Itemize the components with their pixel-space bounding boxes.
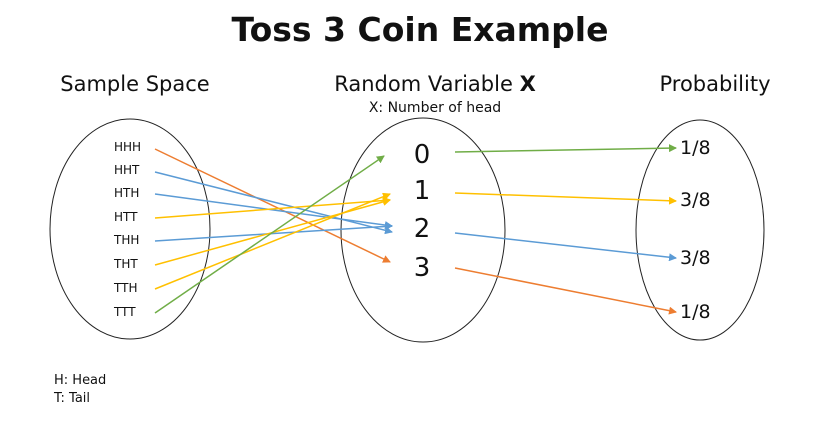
sample-space-ellipse [49, 118, 211, 340]
arrows-group [154, 144, 677, 315]
outcome-to-value-arrow [154, 171, 393, 235]
random-variable-value: 3 [413, 253, 431, 283]
random-variable-value: 0 [413, 140, 431, 170]
probability-value: 1/8 [680, 137, 711, 159]
sample-space-heading: Sample Space [60, 72, 210, 96]
probability-heading: Probability [659, 72, 771, 96]
outcome-to-value-arrow [154, 155, 385, 314]
random-variable-heading-text: Random Variable [334, 72, 520, 96]
outcome-label: HHH [114, 140, 142, 154]
random-variable-value: 1 [413, 176, 431, 206]
probability-value: 3/8 [680, 247, 711, 269]
outcome-to-value-arrow [154, 193, 393, 230]
outcome-to-value-arrow [154, 192, 391, 290]
outcome-label: THH [114, 233, 140, 247]
random-variable-symbol: X [519, 72, 536, 96]
outcome-label: HTH [114, 186, 140, 200]
random-variable-subtitle: X: Number of head [368, 100, 502, 116]
outcome-to-value-arrow [154, 196, 391, 219]
probability-value: 1/8 [680, 301, 711, 323]
random-variable-heading: Random Variable X [310, 72, 560, 96]
probability-ellipse [635, 119, 765, 341]
outcome-to-value-arrow [154, 222, 393, 242]
value-to-probability-arrow [454, 267, 677, 315]
legend-tail: T: Tail [54, 391, 91, 406]
value-to-probability-arrow [454, 144, 677, 153]
value-to-probability-arrow [454, 232, 677, 262]
page-title: Toss 3 Coin Example [231, 10, 609, 49]
outcome-to-value-arrow [154, 148, 391, 263]
random-variable-ellipse [340, 117, 506, 343]
legend-head: H: Head [54, 373, 107, 388]
random-variable-value: 2 [413, 214, 431, 244]
outcome-label: THT [114, 257, 138, 271]
value-to-probability-arrow [454, 192, 677, 205]
outcome-label: HTT [114, 210, 138, 224]
outcome-label: TTH [114, 281, 138, 295]
outcome-label: HHT [114, 163, 140, 177]
probability-value: 3/8 [680, 189, 711, 211]
outcome-label: TTT [114, 305, 136, 319]
